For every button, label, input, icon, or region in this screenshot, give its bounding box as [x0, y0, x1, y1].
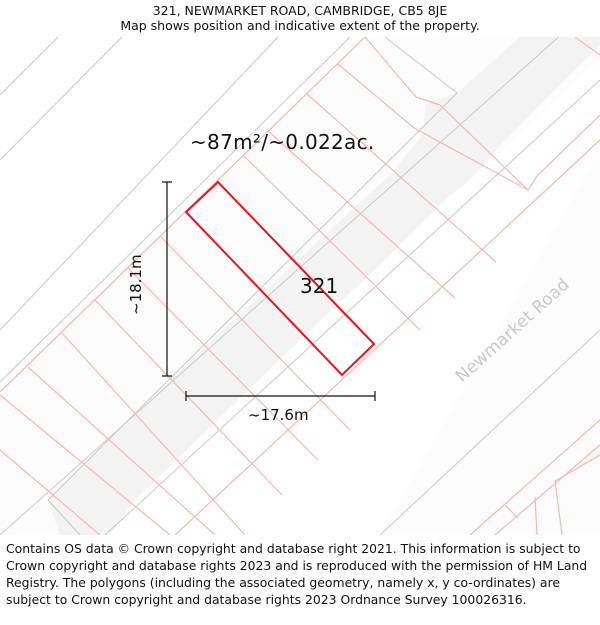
width-dimension-label: ~17.6m: [248, 406, 309, 424]
area-label: ~87m²/~0.022ac.: [190, 130, 375, 154]
road-edges: [0, 37, 600, 535]
property-boundary: [184, 180, 376, 377]
map-canvas: [0, 37, 600, 535]
property-address-title: 321, NEWMARKET ROAD, CAMBRIDGE, CB5 8JE: [152, 3, 448, 18]
dimension-lines: [162, 181, 376, 401]
height-dimension-label: ~18.1m: [127, 254, 145, 315]
property-map[interactable]: ~87m²/~0.022ac. 321 ~17.6m ~18.1m Newmar…: [0, 37, 600, 535]
map-header: 321, NEWMARKET ROAD, CAMBRIDGE, CB5 8JE …: [0, 0, 600, 37]
plot-number-label: 321: [300, 274, 339, 298]
copyright-attribution: Contains OS data © Crown copyright and d…: [6, 541, 588, 607]
map-subtitle: Map shows position and indicative extent…: [120, 18, 480, 33]
parcel-boundaries: [0, 37, 600, 535]
